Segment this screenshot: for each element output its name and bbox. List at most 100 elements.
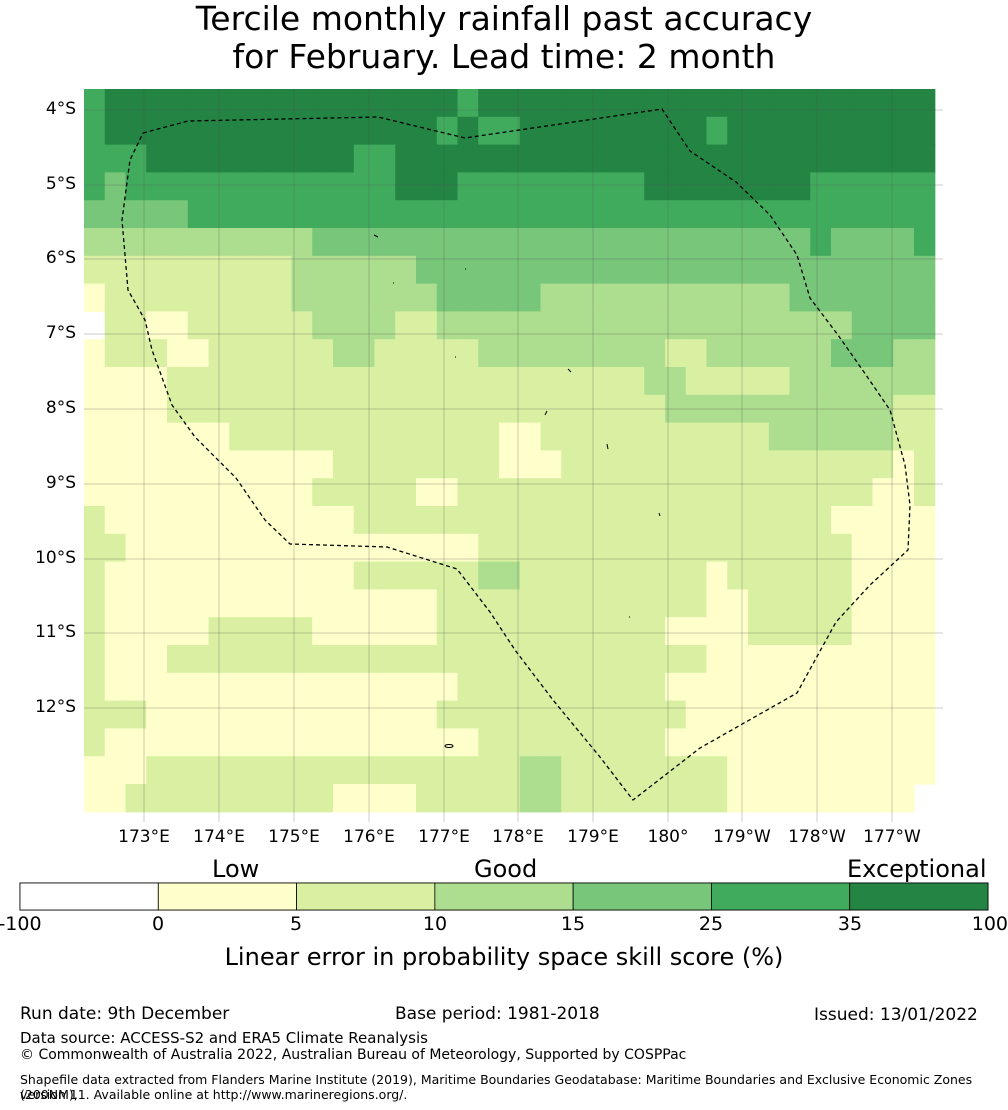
grid-cell [104,255,127,285]
grid-cell [84,756,106,785]
grid-cell [519,589,542,618]
grid-cell [250,728,272,757]
grid-cell [250,589,272,618]
grid-cell [540,589,562,618]
grid-cell [125,116,147,146]
grid-cell [312,200,334,229]
grid-cell [727,756,749,785]
grid-cell [499,589,521,618]
grid-cell [519,561,542,590]
grid-cell [333,172,355,201]
grid-cell [851,478,874,507]
grid-cell [810,255,832,285]
grid-cell [623,422,645,451]
grid-cell [748,700,770,729]
grid-cell [125,478,147,507]
grid-cell [167,200,189,229]
grid-cell [727,283,749,312]
grid-cell [831,478,853,507]
grid-cell [291,589,313,618]
grid-cell [561,784,583,813]
grid-cell [561,561,583,590]
grid-cell [810,589,832,618]
grid-cell [685,506,708,535]
grid-cell [125,311,147,340]
grid-cell [602,672,625,702]
grid-cell [333,339,355,368]
grid-cell [291,255,313,285]
grid-cell [229,255,251,285]
grid-cell [706,116,728,146]
grid-cell [167,645,189,674]
colorbar-tick: 35 [837,913,863,935]
grid-cell [706,506,728,535]
grid-cell [893,228,915,257]
grid-cell [146,422,168,451]
grid-cell [893,283,915,312]
grid-cell [250,422,272,451]
grid-cell [665,339,687,368]
grid-cell [540,561,562,590]
grid-cell [665,756,687,785]
grid-cell [250,450,272,479]
grid-cell [872,617,894,646]
grid-cell [104,144,127,173]
grid-cell [146,367,168,396]
grid-cell [561,283,583,312]
grid-cell [540,672,562,702]
grid-cell [768,756,791,785]
grid-cell [353,283,376,312]
grid-cell [250,784,272,813]
grid-cell [623,784,645,813]
grid-cell [831,200,853,229]
grid-cell [270,339,293,368]
grid-cell [291,561,313,590]
grid-cell [291,422,313,451]
grid-cell [685,728,708,757]
grid-cell [561,478,583,507]
grid-cell [457,422,479,451]
grid-cell [312,339,334,368]
grid-cell [436,255,459,285]
grid-cell [706,367,728,396]
grid-cell [831,450,853,479]
grid-cell [872,561,894,590]
grid-cell [727,339,749,368]
grid-cell [644,561,666,590]
grid-cell [146,672,168,702]
grid-cell [768,422,791,451]
grid-cell [872,200,894,229]
grid-cell [810,89,832,118]
colorbar-segment [849,882,989,911]
grid-cell [768,89,791,118]
grid-cell [416,728,438,757]
grid-cell [478,255,500,285]
grid-cell [872,228,894,257]
grid-cell [602,339,625,368]
grid-cell [499,756,521,785]
grid-cell [623,478,645,507]
grid-cell [602,172,625,201]
grid-cell [561,756,583,785]
grid-cell [851,255,874,285]
grid-cell [768,228,791,257]
grid-cell [665,561,687,590]
grid-cell [270,367,293,396]
grid-cell [312,228,334,257]
grid-cell [789,339,811,368]
grid-cell [478,756,500,785]
grid-cell [810,367,832,396]
grid-cell [810,283,832,312]
grid-cell [270,478,293,507]
grid-cell [416,339,438,368]
grid-cell [831,672,853,702]
grid-cell [395,450,417,479]
grid-cell [353,561,376,590]
grid-cell [187,255,210,285]
grid-cell [436,645,459,674]
grid-cell [167,561,189,590]
grid-cell [250,561,272,590]
grid-cell [416,617,438,646]
grid-cell [353,172,376,201]
grid-cell [499,144,521,173]
